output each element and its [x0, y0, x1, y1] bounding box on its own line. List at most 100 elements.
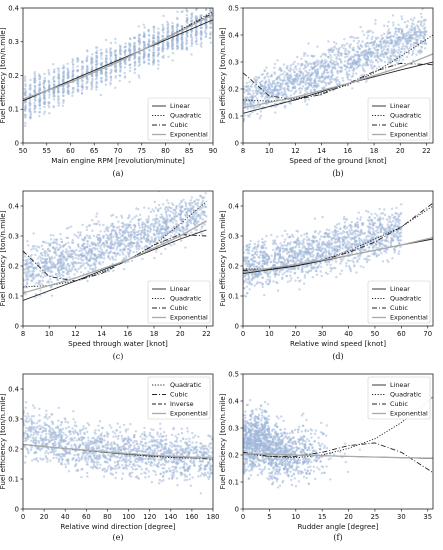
scatter-point — [272, 239, 275, 242]
scatter-point — [99, 253, 103, 257]
scatter-point — [42, 240, 46, 244]
scatter-point — [164, 211, 167, 214]
scatter-point — [29, 116, 32, 120]
scatter-point — [147, 58, 151, 62]
scatter-point — [333, 53, 336, 56]
scatter-point — [407, 52, 410, 55]
scatter-point — [261, 79, 264, 83]
scatter-point — [374, 19, 377, 22]
scatter-point — [354, 63, 357, 67]
scatter-point — [100, 52, 104, 55]
scatter-point — [414, 26, 417, 29]
scatter-point — [405, 55, 409, 59]
scatter-point — [423, 23, 426, 26]
scatter-point — [194, 203, 197, 206]
scatter-point — [29, 113, 32, 117]
scatter-point — [86, 77, 89, 80]
scatter-point — [103, 251, 107, 255]
scatter-point — [287, 75, 291, 78]
scatter-point — [147, 40, 151, 44]
scatter-point — [165, 215, 169, 218]
scatter-point — [38, 107, 42, 110]
scatter-point — [361, 30, 364, 33]
scatter-point — [306, 253, 309, 256]
scatter-point — [159, 207, 162, 210]
scatter-point — [246, 107, 249, 111]
scatter-point — [379, 230, 383, 233]
scatter-point — [190, 36, 194, 40]
scatter-point — [99, 230, 102, 233]
scatter-point — [283, 260, 287, 263]
scatter-point — [325, 68, 329, 72]
scatter-point — [385, 41, 388, 44]
scatter-point — [330, 68, 334, 71]
scatter-point — [332, 40, 336, 44]
scatter-point — [120, 229, 123, 232]
scatter-point — [24, 109, 27, 113]
panel-caption: (a) — [112, 169, 123, 178]
scatter-point — [302, 52, 306, 55]
scatter-point — [110, 233, 113, 236]
scatter-point — [276, 289, 280, 292]
scatter-point — [361, 40, 364, 43]
scatter-point — [129, 230, 133, 234]
scatter-point — [379, 40, 383, 43]
legend-entry-exponential: Exponential — [170, 131, 208, 139]
scatter-point — [387, 28, 391, 31]
scatter-point — [71, 61, 74, 64]
scatter-point — [46, 248, 50, 251]
scatter-point — [85, 87, 89, 91]
scatter-point — [367, 49, 370, 53]
scatter-point — [43, 260, 46, 264]
scatter-point — [324, 58, 327, 62]
scatter-point — [114, 254, 118, 258]
scatter-point — [61, 254, 65, 257]
scatter-point — [358, 47, 362, 51]
scatter-point — [297, 87, 301, 91]
scatter-point — [248, 288, 251, 291]
x-tick-label: 80 — [161, 147, 170, 155]
scatter-point — [38, 114, 41, 118]
scatter-point — [191, 215, 194, 218]
scatter-point — [276, 76, 279, 80]
scatter-point — [137, 48, 140, 51]
scatter-point — [133, 231, 136, 234]
scatter-point — [57, 70, 60, 73]
scatter-point — [185, 14, 189, 17]
scatter-point — [32, 276, 35, 280]
scatter-point — [193, 222, 196, 226]
scatter-point — [142, 23, 145, 26]
scatter-point — [350, 55, 353, 58]
scatter-point — [280, 69, 283, 72]
scatter-point — [304, 65, 307, 69]
scatter-point — [105, 67, 108, 71]
scatter-point — [203, 223, 206, 226]
scatter-point — [336, 69, 339, 73]
scatter-point — [251, 249, 254, 253]
scatter-point — [80, 89, 84, 92]
scatter-point — [345, 53, 348, 56]
scatter-point — [87, 264, 90, 267]
scatter-point — [381, 238, 384, 242]
scatter-point — [147, 52, 150, 56]
scatter-point — [127, 225, 130, 228]
scatter-point — [392, 50, 395, 54]
scatter-point — [325, 60, 328, 63]
scatter-point — [91, 246, 95, 250]
scatter-point — [96, 233, 99, 237]
scatter-point — [33, 79, 36, 82]
scatter-point — [291, 62, 295, 66]
scatter-point — [201, 206, 204, 209]
scatter-point — [383, 24, 386, 27]
scatter-point — [141, 221, 144, 224]
scatter-point — [181, 225, 185, 229]
scatter-point — [402, 35, 406, 38]
scatter-point — [276, 82, 279, 85]
scatter-point — [70, 250, 74, 253]
scatter-point — [273, 66, 276, 70]
scatter-point — [97, 255, 100, 259]
x-tick-label: 75 — [137, 147, 146, 155]
scatter-point — [249, 106, 253, 110]
scatter-point — [308, 239, 311, 242]
